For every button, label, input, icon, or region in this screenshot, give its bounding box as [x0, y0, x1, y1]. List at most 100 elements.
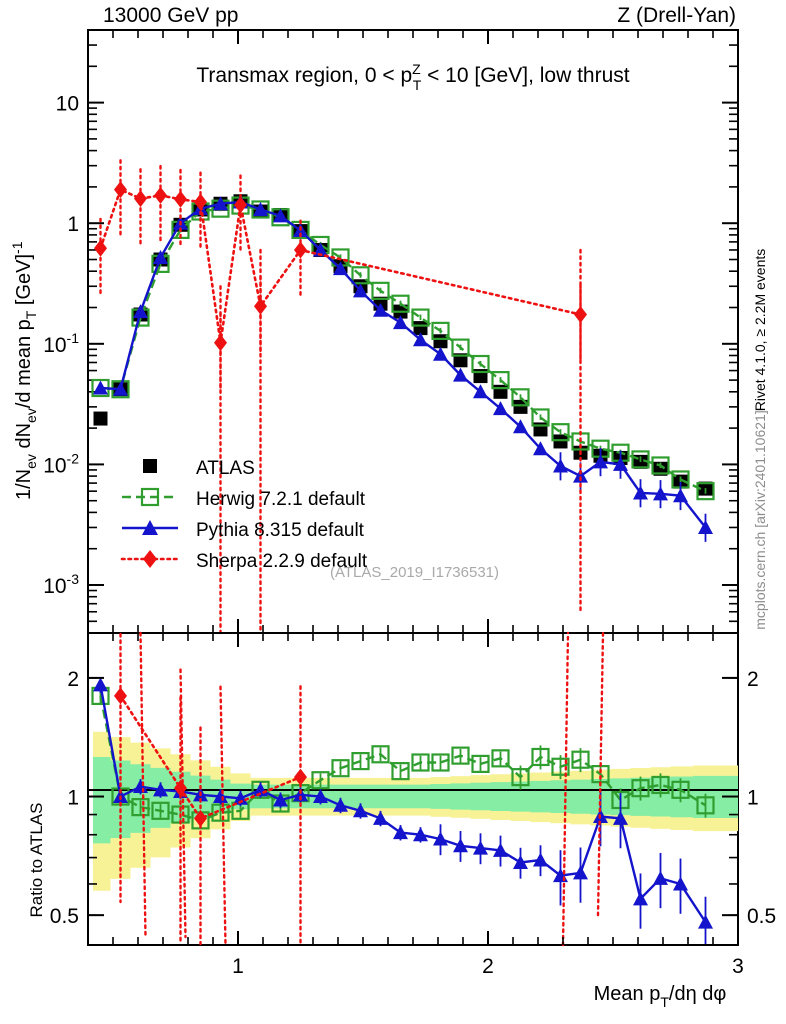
data-marker: [391, 762, 410, 781]
ratio-ytick-label-right: 1: [747, 787, 759, 810]
data-marker: [411, 308, 430, 327]
ratio-band-stat: [93, 756, 738, 844]
ratio-yaxis-title: Ratio to ATLAS: [27, 803, 46, 918]
data-marker: [613, 456, 628, 471]
data-marker: [294, 768, 307, 786]
data-marker: [273, 208, 288, 223]
legend-label-atlas: ATLAS: [196, 458, 255, 479]
main-panel-title: Transmax region, 0 < pZ T < 10 [GeV], low…: [196, 61, 629, 93]
data-marker: [493, 842, 508, 857]
main-ytick-label: 10: [56, 93, 79, 116]
data-marker: [511, 388, 530, 407]
legend: ATLAS Herwig 7.2.1 default Pythia 8.315 de…: [120, 458, 368, 572]
data-marker: [211, 803, 230, 822]
data-marker: [114, 181, 127, 199]
xaxis-title: Mean pT/dη dφ: [594, 983, 727, 1010]
ylab-d: [GeV]: [13, 254, 35, 311]
data-marker: [154, 186, 167, 204]
data-marker: [273, 792, 288, 807]
data-marker: [153, 249, 168, 264]
data-marker: [491, 371, 510, 390]
data-marker: [140, 487, 160, 507]
data-marker: [471, 354, 490, 374]
data-marker: [491, 749, 510, 768]
data-marker: [531, 747, 550, 767]
data-marker: [142, 520, 158, 535]
data-marker: [571, 750, 590, 769]
data-marker: [698, 914, 713, 929]
data-marker: [93, 411, 108, 426]
data-marker: [93, 677, 108, 692]
data-marker: [373, 302, 388, 317]
data-marker: [411, 753, 430, 772]
analysis-watermark: (ATLAS_2019_I1736531): [330, 564, 499, 581]
data-marker: [633, 485, 648, 500]
data-marker: [294, 241, 307, 259]
data-marker: [213, 196, 228, 211]
data-marker: [553, 434, 568, 449]
data-marker: [393, 315, 408, 330]
main-yaxis-title: 1/Nev dNev/d mean pT [GeV]-1: [9, 241, 39, 500]
ylab-sub-ev1: ev: [23, 454, 39, 469]
data-marker: [371, 745, 390, 764]
data-marker: [653, 486, 668, 501]
data-marker: [194, 193, 207, 211]
data-marker: [671, 780, 690, 799]
ratio-ytick-label-right: 0.5: [747, 905, 776, 928]
data-marker: [551, 757, 570, 776]
data-marker: [633, 891, 648, 906]
data-marker: [531, 408, 550, 427]
legend-label-herwig: Herwig 7.2.1 default: [196, 489, 366, 510]
data-marker: [351, 752, 370, 771]
title-part-a: Transmax region, 0 < p: [196, 64, 412, 87]
ratio-yaxis-ticks: 2 2 1 1 0.5 0.5: [50, 668, 776, 928]
data-marker: [353, 803, 368, 818]
ylab-c: /d mean p: [13, 319, 35, 408]
data-marker: [573, 865, 588, 880]
data-marker: [473, 384, 488, 399]
data-marker: [134, 190, 147, 208]
data-marker: [151, 801, 170, 820]
title-sub-t: T: [413, 77, 422, 93]
data-marker: [93, 380, 108, 395]
data-marker: [673, 488, 688, 503]
main-yaxis-ticks: 10 1 10-1 10-2 10-3: [43, 44, 738, 623]
data-marker: [471, 754, 490, 774]
data-marker: [453, 353, 468, 368]
main-ytick-label: 1: [67, 213, 79, 236]
ratio-panel-data: [91, 631, 715, 947]
data-marker: [114, 687, 127, 705]
data-marker: [251, 200, 270, 219]
xaxis-tick-label: 1: [232, 955, 244, 978]
main-panel-data: [91, 159, 715, 635]
data-marker: [453, 838, 468, 853]
data-marker: [234, 196, 247, 214]
xlab-sub-t: T: [660, 994, 669, 1010]
ratio-ytick-label-left: 1: [67, 787, 79, 810]
data-marker: [131, 798, 150, 817]
data-marker: [413, 827, 428, 842]
data-marker: [313, 789, 328, 804]
data-marker: [194, 809, 207, 827]
data-marker: [413, 332, 428, 347]
data-marker: [333, 261, 348, 276]
xlab-a: Mean p: [594, 983, 661, 1005]
xaxis-tick-label: 2: [482, 955, 494, 978]
data-marker: [533, 441, 548, 456]
data-marker: [653, 870, 668, 885]
data-marker: [113, 381, 128, 396]
data-marker: [313, 242, 328, 257]
data-marker: [551, 423, 570, 442]
data-marker: [373, 810, 388, 825]
data-marker: [293, 787, 308, 802]
main-ytick-label: 10-3: [43, 571, 79, 598]
header-process-label: Z (Drell-Yan): [617, 4, 736, 27]
sherpa-excursion-line: [596, 631, 605, 917]
data-marker: [431, 321, 450, 340]
data-marker: [174, 190, 187, 208]
data-marker: [631, 450, 650, 469]
ratio-ytick-label-left: 0.5: [50, 905, 79, 928]
data-marker: [493, 384, 508, 399]
